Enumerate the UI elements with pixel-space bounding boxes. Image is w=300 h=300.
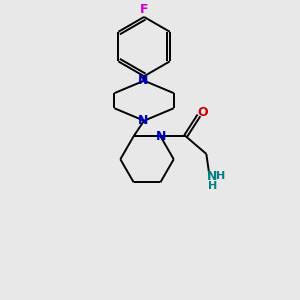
Text: O: O bbox=[197, 106, 208, 119]
Text: N: N bbox=[138, 114, 149, 127]
Text: H: H bbox=[216, 171, 225, 181]
Text: N: N bbox=[138, 74, 149, 87]
Text: N: N bbox=[156, 130, 166, 142]
Text: H: H bbox=[208, 181, 217, 191]
Text: F: F bbox=[140, 3, 148, 16]
Text: N: N bbox=[207, 170, 217, 183]
